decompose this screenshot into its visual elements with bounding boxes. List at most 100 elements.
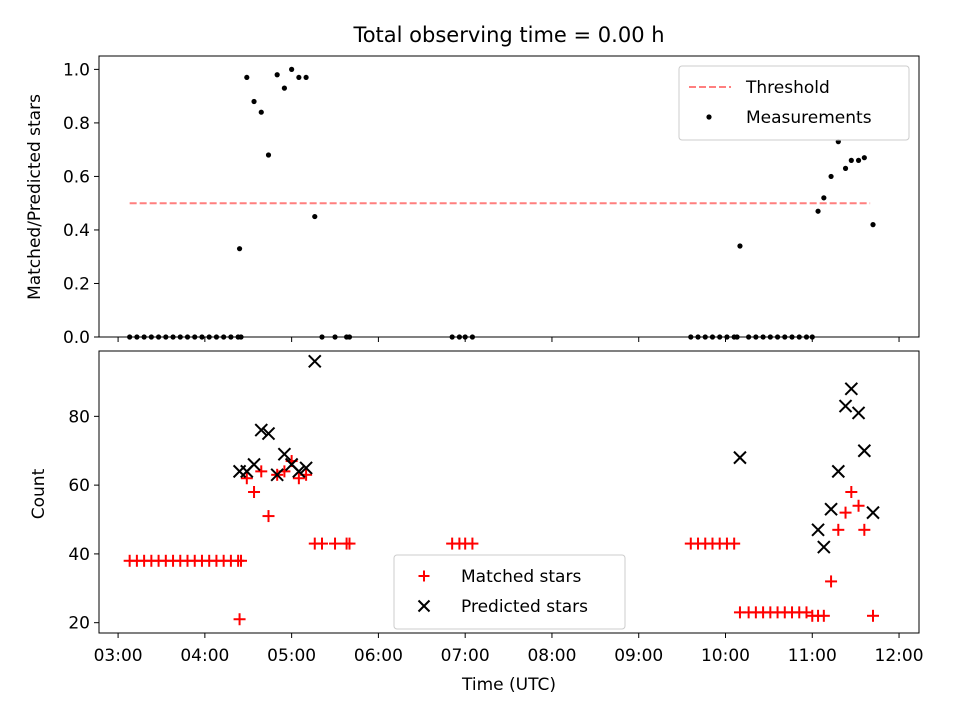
- predicted-star-point-b: [284, 457, 299, 472]
- predicted-star-point: [261, 426, 276, 441]
- matched-star-point: [466, 537, 479, 550]
- predicted-star-point-b: [299, 461, 313, 475]
- measurement-point: [251, 98, 257, 105]
- predicted-star-point: [857, 444, 872, 458]
- predicted-star-point: [866, 505, 880, 520]
- x-tick-label: 08:00: [527, 646, 576, 666]
- matched-star-point: [248, 486, 261, 498]
- predicted-star-point-b: [857, 444, 872, 458]
- measurement-point: [236, 246, 243, 252]
- matched-star-point: [233, 613, 246, 626]
- measurement-point: [289, 66, 295, 72]
- measurement-point: [244, 74, 250, 81]
- matched-star-point: [839, 506, 852, 519]
- legend-entry: Matched stars: [418, 567, 581, 587]
- measurement-point: [303, 74, 309, 81]
- legend-marker-swatch: [706, 114, 712, 120]
- measurement-point: [855, 157, 862, 163]
- matched-star-point: [832, 523, 845, 536]
- predicted-star-point-b: [811, 523, 825, 537]
- predicted-star-point: [270, 468, 284, 482]
- measurement-point: [737, 243, 743, 249]
- predicted-star-point: [831, 464, 846, 479]
- predicted-star-point: [277, 447, 292, 461]
- legend-frame: [678, 65, 910, 141]
- matched-star-point: [343, 537, 356, 550]
- top-y-tick-label: 0.8: [63, 114, 90, 134]
- legend-entry: Predicted stars: [417, 597, 588, 617]
- top-y-tick-label: 0.2: [63, 274, 90, 294]
- matched-star-point: [329, 537, 342, 550]
- predicted-star-point-b: [733, 450, 747, 465]
- matched-star-point: [867, 609, 880, 622]
- x-tick-label: 10:00: [701, 646, 750, 666]
- predicted-star-point: [292, 464, 306, 479]
- predicted-star-point-b: [831, 464, 846, 479]
- predicted-star-point: [824, 502, 838, 516]
- predicted-star-point: [844, 382, 859, 396]
- predicted-star-point-b: [292, 464, 306, 479]
- top-axes: 0.0 0.2 0.4 0.6 0.8 1.0 Threshold Measurements: [63, 55, 920, 348]
- predicted-star-point: [851, 406, 866, 420]
- predicted-star-point: [838, 399, 853, 413]
- bottom-y-tick-label: 20: [68, 614, 90, 634]
- predicted-star-point-b: [277, 447, 292, 461]
- legend-marker-swatch: [417, 599, 431, 613]
- matched-star-point: [845, 486, 858, 498]
- matched-star-point: [316, 537, 329, 550]
- x-tick-label: 09:00: [614, 646, 663, 666]
- predicted-star-point: [299, 461, 313, 475]
- matched-star-point: [825, 575, 838, 588]
- matched-star-point: [817, 609, 830, 622]
- predicted-star-point: [254, 423, 268, 437]
- legend-marker-swatch: [418, 570, 430, 582]
- top-y-tick-label: 0.4: [63, 221, 90, 241]
- measurement-point: [870, 222, 876, 228]
- measurement-point: [258, 109, 264, 115]
- x-axis-label: Time (UTC): [461, 675, 556, 695]
- matched-star-point: [262, 510, 275, 523]
- predicted-star-point-b: [254, 423, 268, 437]
- x-tick-label: 05:00: [267, 646, 316, 666]
- x-tick-label: 06:00: [354, 646, 403, 666]
- bottom-y-tick-label: 40: [68, 545, 90, 565]
- legend-frame: [393, 554, 626, 630]
- predicted-star-point-b: [838, 399, 853, 413]
- predicted-star-point-b: [851, 406, 866, 420]
- measurement-point: [815, 208, 821, 214]
- top-y-tick-label: 0.6: [63, 167, 90, 187]
- predicted-star-point: [247, 457, 261, 472]
- matched-star-point: [852, 499, 865, 512]
- predicted-star-point-b: [824, 502, 838, 516]
- measurement-point: [265, 152, 272, 158]
- bottom-y-tick-label: 80: [68, 407, 90, 427]
- measurement-point: [842, 165, 849, 171]
- top-y-tick-label: 1.0: [63, 60, 90, 80]
- matched-star-point: [728, 537, 741, 550]
- predicted-star-point-b: [308, 354, 322, 369]
- x-tick-label: 03:00: [94, 646, 143, 666]
- predicted-star-point-b: [247, 457, 261, 472]
- measurement-point: [296, 74, 302, 81]
- legend-marker-swatch-b: [417, 599, 431, 613]
- legend-entry: Measurements: [706, 108, 872, 128]
- predicted-star-point-b: [270, 468, 284, 482]
- measurement-point: [274, 72, 280, 78]
- predicted-star-point: [308, 354, 322, 369]
- predicted-star-point: [811, 523, 825, 537]
- measurement-point: [821, 195, 827, 201]
- bottom-axes: 20 40 60 80 03:00 04:00 05:00 06:00 07:00 08:00 09…: [68, 350, 924, 666]
- x-tick-label: 12:00: [875, 646, 924, 666]
- x-tick-label: 11:00: [788, 646, 837, 666]
- measurement-point: [281, 85, 288, 91]
- matched-star-point: [235, 554, 248, 567]
- predicted-star-point-b: [261, 426, 276, 441]
- predicted-star-point-b: [817, 540, 831, 554]
- predicted-star-point: [733, 450, 747, 465]
- measurement-point: [312, 213, 318, 220]
- chart-title: Total observing time = 0.00 h: [352, 23, 664, 47]
- legend-entry: Threshold: [689, 78, 830, 98]
- predicted-star-point-b: [866, 505, 880, 520]
- legend-label: Predicted stars: [461, 597, 588, 617]
- bottom-y-tick-label: 60: [68, 476, 90, 496]
